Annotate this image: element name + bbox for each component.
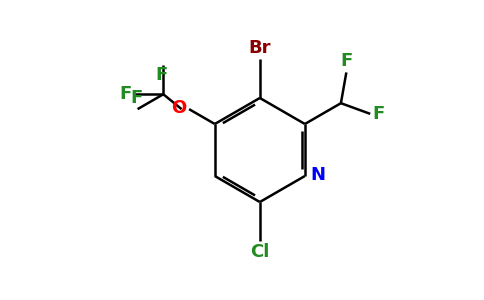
Text: Br: Br — [249, 39, 271, 57]
Text: F: F — [130, 89, 142, 107]
Text: Cl: Cl — [250, 243, 270, 261]
Text: F: F — [119, 85, 131, 103]
Text: F: F — [373, 105, 385, 123]
Text: F: F — [156, 66, 168, 84]
Text: F: F — [340, 52, 352, 70]
Text: O: O — [171, 99, 187, 117]
Text: N: N — [310, 166, 325, 184]
